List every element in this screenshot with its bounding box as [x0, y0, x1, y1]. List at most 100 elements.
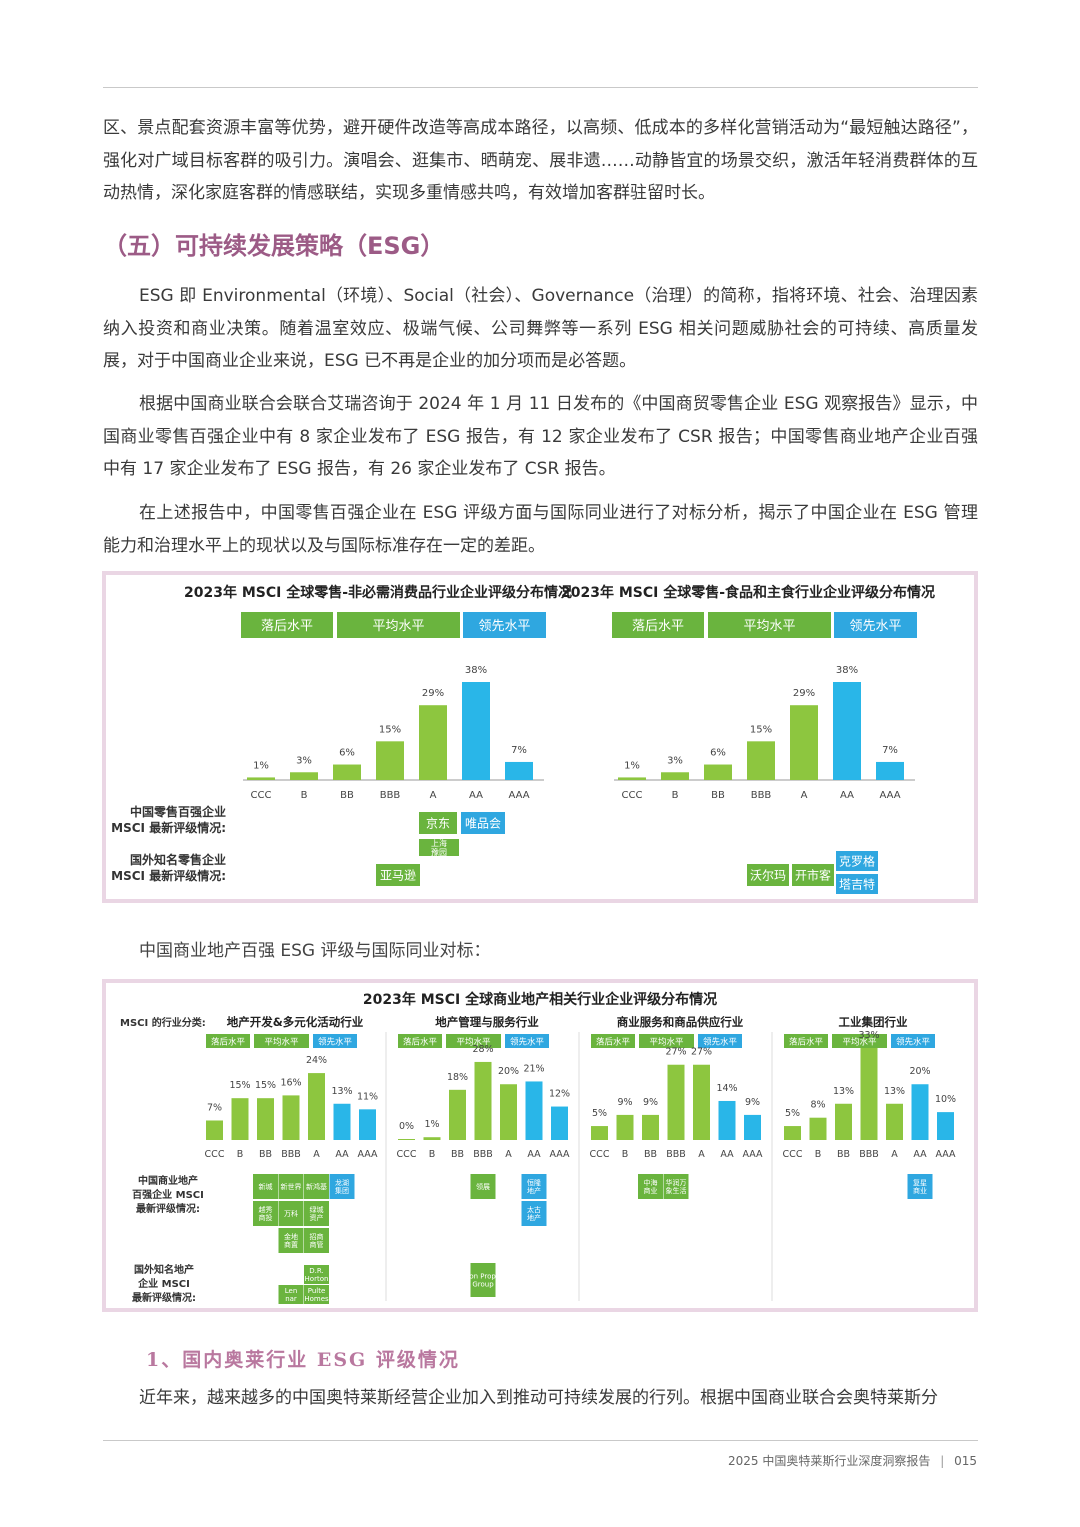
- company-tag-box: [470, 1174, 496, 1199]
- tick-label: BBB: [473, 1149, 493, 1160]
- bar-BB: [704, 764, 732, 780]
- data-label: 9%: [745, 1097, 760, 1108]
- footer-report-name: 2025 中国奥特莱斯行业深度洞察报告: [728, 1454, 931, 1468]
- company-tag-label: D.R.: [309, 1267, 323, 1275]
- bar-AA: [525, 1081, 543, 1140]
- tick-label: B: [429, 1149, 436, 1160]
- panel-title: 地产开发&多元化活动行业: [227, 1015, 364, 1029]
- company-tag-kroger-label: 克罗格: [839, 853, 875, 868]
- legend-label: 领先水平: [318, 1037, 353, 1048]
- tick-label: AAA: [357, 1149, 378, 1160]
- bar-BB: [835, 1103, 852, 1140]
- company-tag-label: 太古: [527, 1205, 541, 1214]
- company-tag-label: 领展: [476, 1182, 490, 1191]
- data-label: 3%: [296, 755, 312, 766]
- legend-swatch: [612, 612, 704, 638]
- company-tag-walmart-box: [747, 864, 789, 886]
- legend-label: 平均水平: [372, 619, 424, 634]
- tick-label: A: [430, 790, 437, 801]
- legend-swatch: [206, 1034, 250, 1048]
- bar-A: [500, 1084, 517, 1140]
- legend-swatch: [698, 1034, 742, 1048]
- tick-label: B: [815, 1149, 822, 1160]
- tick-label: A: [505, 1149, 512, 1160]
- tick-label: BBB: [859, 1149, 879, 1160]
- data-label: 27%: [665, 1047, 686, 1058]
- bottom-rule: [103, 1440, 978, 1441]
- data-label: 24%: [306, 1055, 327, 1066]
- company-tag-label: 象生活: [666, 1186, 687, 1195]
- tick-label: AAA: [935, 1149, 956, 1160]
- data-label: 27%: [691, 1047, 712, 1058]
- legend-swatch: [313, 1034, 357, 1048]
- company-tag-label: Homes: [304, 1295, 329, 1303]
- bar-B: [661, 772, 689, 780]
- data-label: 7%: [511, 745, 527, 756]
- panel-title: 工业集团行业: [839, 1015, 908, 1029]
- data-label: 6%: [710, 748, 726, 759]
- data-label: 1%: [624, 760, 640, 771]
- legend-swatch: [891, 1034, 935, 1048]
- company-tag-yuyuan-label: 上海: [431, 838, 447, 848]
- real-estate-rating-figure: 2023年 MSCI 全球商业地产相关行业企业评级分布情况 MSCI 的行业分类:…: [102, 979, 978, 1312]
- company-tag-label: 商置: [284, 1240, 298, 1249]
- company-tag-box: [253, 1174, 278, 1199]
- legend-swatch: [398, 1034, 442, 1048]
- company-tag-box: [253, 1201, 278, 1226]
- legend-swatch: [241, 612, 333, 638]
- bar-AAA: [505, 761, 533, 780]
- company-tag-box: [521, 1201, 547, 1226]
- bar-AA: [718, 1100, 736, 1140]
- row-label-global: MSCI 最新评级情况:: [111, 868, 226, 883]
- company-tag-jd-box: [419, 812, 457, 834]
- company-tag-box: [638, 1174, 663, 1199]
- bar-BBB: [747, 741, 775, 780]
- legend-swatch: [463, 612, 546, 638]
- data-label: 28%: [472, 1044, 493, 1055]
- tick-label: AA: [840, 790, 854, 801]
- legend-swatch: [446, 1034, 501, 1048]
- company-tag-label: nar: [285, 1295, 297, 1303]
- data-label: 16%: [280, 1077, 301, 1088]
- chart-title: 2023年 MSCI 全球零售-食品和主食行业企业评级分布情况: [561, 584, 935, 601]
- data-label: 5%: [592, 1108, 607, 1119]
- company-tag-box: [907, 1174, 933, 1199]
- legend-label: 领先水平: [849, 619, 901, 634]
- bar-BBB: [282, 1095, 300, 1140]
- subsection-title: 1、国内奥莱行业 ESG 评级情况: [146, 1349, 460, 1371]
- tick-label: B: [301, 790, 308, 801]
- company-tag-label: 华润万: [666, 1178, 687, 1187]
- panel-title: 商业服务和商品供应行业: [617, 1015, 744, 1029]
- company-tag-kroger-box: [836, 851, 878, 871]
- data-label: 13%: [884, 1086, 905, 1097]
- company-tag-box: [278, 1201, 304, 1226]
- tick-label: B: [622, 1149, 629, 1160]
- bar-BB: [333, 764, 361, 780]
- data-label: 1%: [424, 1119, 439, 1130]
- tick-label: CCC: [251, 790, 272, 801]
- data-label: 9%: [643, 1097, 658, 1108]
- company-tag-label: 商管: [310, 1240, 324, 1249]
- top-rule: [103, 87, 978, 88]
- company-tag-vip-box: [461, 812, 505, 834]
- company-tag-box: [304, 1285, 329, 1304]
- bar-A: [308, 1073, 325, 1140]
- bar-AA: [462, 682, 490, 780]
- bar-BB: [449, 1089, 466, 1140]
- bar-AA: [833, 682, 861, 780]
- company-tag-label: 招商: [310, 1232, 324, 1241]
- tick-label: AA: [335, 1149, 349, 1160]
- company-tag-label: 越秀: [259, 1205, 273, 1214]
- company-tag-label: Len: [285, 1287, 298, 1295]
- company-tag-label: Pulte: [308, 1287, 326, 1295]
- bar-B: [616, 1114, 634, 1140]
- company-tag-label: 新鸿基: [306, 1182, 327, 1191]
- bar-BBB: [474, 1061, 492, 1140]
- company-tag-label: Horton: [305, 1275, 329, 1283]
- report-findings-paragraph: 根据中国商业联合会联合艾瑞咨询于 2024 年 1 月 11 日发布的《中国商贸…: [103, 394, 978, 479]
- legend-label: 领先水平: [478, 619, 530, 634]
- bar-A: [419, 705, 447, 780]
- data-label: 7%: [207, 1102, 222, 1113]
- bar-A: [790, 705, 818, 780]
- data-label: 15%: [379, 724, 401, 735]
